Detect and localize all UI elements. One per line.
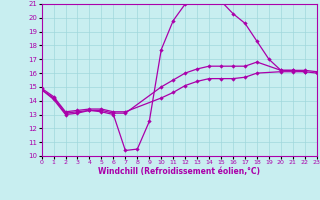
X-axis label: Windchill (Refroidissement éolien,°C): Windchill (Refroidissement éolien,°C) [98, 167, 260, 176]
